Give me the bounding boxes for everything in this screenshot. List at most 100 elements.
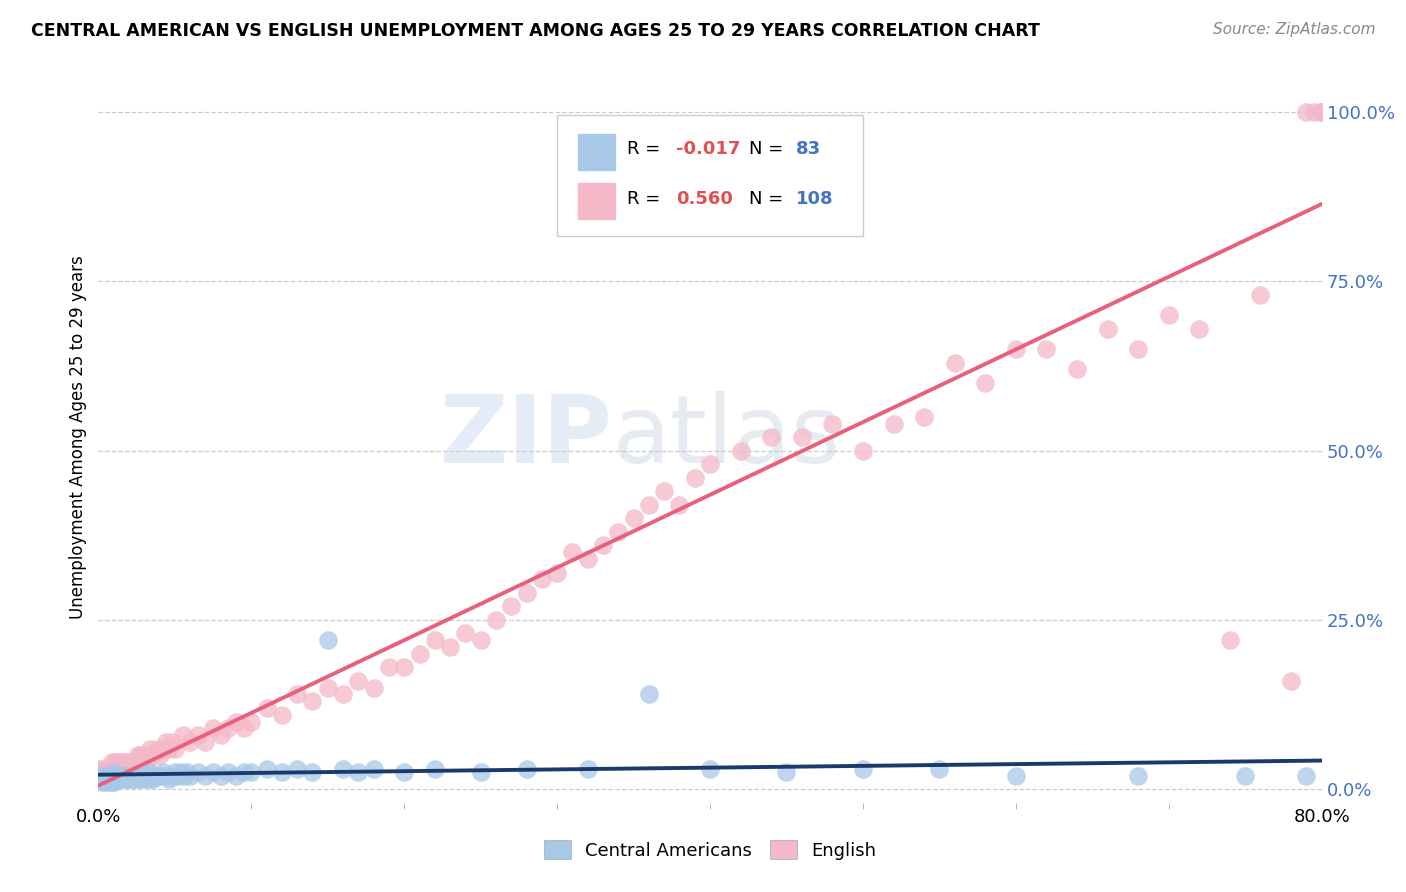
Point xyxy=(125,769,148,783)
Point xyxy=(163,741,186,756)
Point xyxy=(1249,288,1271,302)
Point xyxy=(408,647,430,661)
Point xyxy=(392,765,416,780)
Text: 0.560: 0.560 xyxy=(676,190,733,208)
Point xyxy=(111,762,134,776)
Point xyxy=(105,769,128,783)
Point xyxy=(637,498,661,512)
Point xyxy=(668,498,690,512)
Point xyxy=(179,735,201,749)
Point xyxy=(128,769,150,783)
Point xyxy=(111,769,134,783)
Point xyxy=(163,765,186,780)
Point xyxy=(152,741,174,756)
Point xyxy=(108,769,131,783)
Point xyxy=(103,769,125,783)
Point xyxy=(142,748,165,763)
Point xyxy=(1303,105,1326,120)
Point xyxy=(1157,308,1180,322)
Point xyxy=(623,511,645,525)
Text: N =: N = xyxy=(749,140,789,158)
Point xyxy=(173,769,195,783)
Point xyxy=(225,714,247,729)
Point xyxy=(217,765,239,780)
Point xyxy=(149,748,172,763)
Point xyxy=(285,762,308,776)
Point xyxy=(928,762,950,776)
Point xyxy=(118,769,141,783)
Point xyxy=(347,673,370,688)
Point xyxy=(124,758,146,772)
Point xyxy=(209,728,232,742)
Point xyxy=(139,741,162,756)
Point xyxy=(232,765,254,780)
Point xyxy=(821,417,844,431)
Point xyxy=(145,769,167,783)
Point xyxy=(135,772,157,786)
Point xyxy=(87,769,110,783)
Point xyxy=(90,775,112,789)
Point xyxy=(115,762,138,776)
Point xyxy=(683,471,706,485)
Point xyxy=(1295,105,1317,120)
Point xyxy=(1097,322,1119,336)
Point xyxy=(1128,342,1150,356)
Text: ZIP: ZIP xyxy=(439,391,612,483)
Point xyxy=(125,755,148,769)
Text: -0.017: -0.017 xyxy=(676,140,740,158)
Point xyxy=(152,765,174,780)
Point xyxy=(160,769,183,783)
Point xyxy=(103,762,125,776)
Point xyxy=(1310,105,1333,120)
Point xyxy=(117,755,139,769)
Point xyxy=(240,765,263,780)
Point xyxy=(912,409,935,424)
Point xyxy=(759,430,782,444)
Point xyxy=(1310,105,1333,120)
Point xyxy=(124,772,146,786)
Point xyxy=(1219,633,1241,648)
Point xyxy=(363,681,385,695)
Point xyxy=(98,762,121,776)
Point xyxy=(120,755,142,769)
Point xyxy=(127,748,149,763)
Point xyxy=(1004,769,1026,783)
Text: atlas: atlas xyxy=(612,391,841,483)
Text: Source: ZipAtlas.com: Source: ZipAtlas.com xyxy=(1212,22,1375,37)
Point xyxy=(530,572,553,586)
Point xyxy=(117,772,139,786)
Point xyxy=(232,721,254,735)
Point xyxy=(108,762,131,776)
Point xyxy=(187,728,209,742)
Point xyxy=(179,769,201,783)
Point xyxy=(974,376,997,390)
Point xyxy=(110,772,132,786)
Point xyxy=(1279,673,1302,688)
Point xyxy=(270,707,292,722)
Point xyxy=(139,772,162,786)
Point xyxy=(142,772,165,786)
Point xyxy=(332,762,354,776)
Point xyxy=(134,748,156,763)
Point xyxy=(1310,105,1333,120)
Text: N =: N = xyxy=(749,190,789,208)
Point xyxy=(1035,342,1057,356)
Point xyxy=(439,640,461,654)
Point xyxy=(516,586,538,600)
Point xyxy=(167,769,190,783)
Point xyxy=(138,765,160,780)
Point xyxy=(285,688,308,702)
Point xyxy=(301,765,323,780)
Point xyxy=(1310,105,1333,120)
Point xyxy=(132,755,155,769)
Point xyxy=(155,735,177,749)
Text: 83: 83 xyxy=(796,140,821,158)
Point xyxy=(194,769,217,783)
Point xyxy=(790,430,813,444)
Point xyxy=(103,772,125,786)
Point xyxy=(155,769,177,783)
Text: R =: R = xyxy=(627,190,666,208)
Point xyxy=(240,714,263,729)
Text: 108: 108 xyxy=(796,190,834,208)
Point xyxy=(97,775,120,789)
